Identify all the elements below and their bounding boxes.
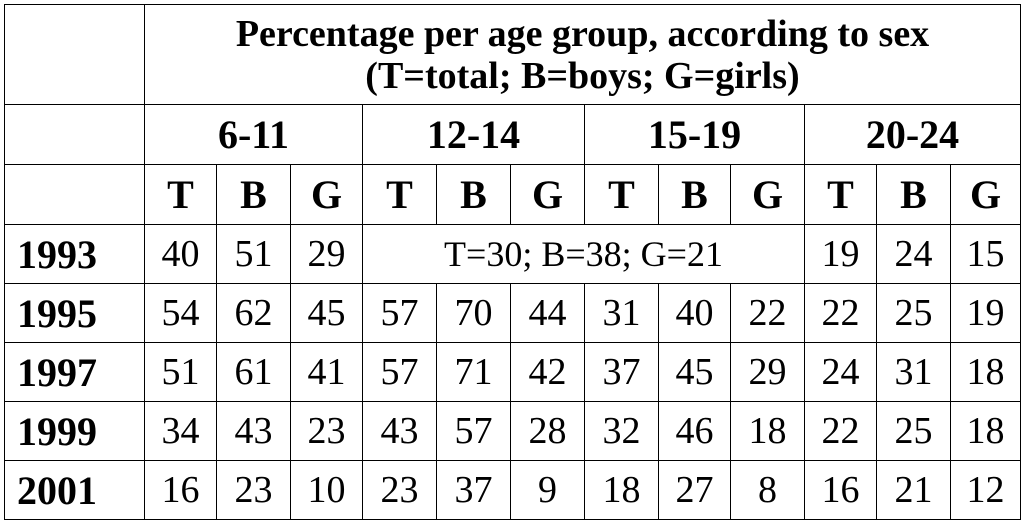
value-cell: 18 <box>950 401 1021 461</box>
value-cell: 23 <box>290 401 363 461</box>
value-cell: 29 <box>290 224 363 284</box>
value-cell: 62 <box>216 283 291 343</box>
value-cell: 44 <box>510 283 585 343</box>
subheader-t: T <box>804 164 877 225</box>
value-cell: 24 <box>804 342 877 402</box>
title-line-1: Percentage per age group, according to s… <box>235 12 930 55</box>
value-cell: 31 <box>584 283 659 343</box>
table-row: 2001 16 23 10 23 37 9 18 27 8 16 21 12 <box>4 460 1021 520</box>
subheader-g: G <box>510 164 585 225</box>
value-cell: 61 <box>216 342 291 402</box>
value-cell: 54 <box>144 283 217 343</box>
value-cell: 46 <box>658 401 731 461</box>
value-cell: 40 <box>144 224 217 284</box>
value-cell: 25 <box>876 401 951 461</box>
value-cell: 28 <box>510 401 585 461</box>
subheader-b: B <box>658 164 731 225</box>
sex-subheader-row: T B G T B G T B G T B G <box>4 164 1021 225</box>
value-cell: 27 <box>658 460 731 520</box>
value-cell: 8 <box>730 460 805 520</box>
corner-cell <box>4 104 145 165</box>
value-cell: 31 <box>876 342 951 402</box>
table-row: 1995 54 62 45 57 70 44 31 40 22 22 25 19 <box>4 283 1021 343</box>
value-cell: 15 <box>950 224 1021 284</box>
value-cell: 41 <box>290 342 363 402</box>
value-cell: 42 <box>510 342 585 402</box>
year-cell: 2001 <box>4 460 145 520</box>
value-cell: 10 <box>290 460 363 520</box>
value-cell: 37 <box>584 342 659 402</box>
table-row: 1993 40 51 29 T=30; B=38; G=21 19 24 15 <box>4 224 1021 284</box>
value-cell: 70 <box>436 283 511 343</box>
value-cell: 22 <box>804 283 877 343</box>
subheader-g: G <box>290 164 363 225</box>
subheader-b: B <box>216 164 291 225</box>
value-cell: 57 <box>362 283 437 343</box>
value-cell: 19 <box>804 224 877 284</box>
merged-value-cell: T=30; B=38; G=21 <box>362 224 805 284</box>
group-header-6-11: 6-11 <box>144 104 363 165</box>
corner-cell <box>4 4 145 105</box>
corner-cell <box>4 164 145 225</box>
value-cell: 51 <box>216 224 291 284</box>
subheader-g: G <box>730 164 805 225</box>
table-row: 1997 51 61 41 57 71 42 37 45 29 24 31 18 <box>4 342 1021 402</box>
value-cell: 43 <box>362 401 437 461</box>
subheader-t: T <box>584 164 659 225</box>
year-cell: 1999 <box>4 401 145 461</box>
value-cell: 45 <box>658 342 731 402</box>
year-cell: 1995 <box>4 283 145 343</box>
subheader-t: T <box>362 164 437 225</box>
subheader-b: B <box>876 164 951 225</box>
value-cell: 22 <box>804 401 877 461</box>
value-cell: 40 <box>658 283 731 343</box>
value-cell: 18 <box>950 342 1021 402</box>
year-cell: 1993 <box>4 224 145 284</box>
value-cell: 21 <box>876 460 951 520</box>
age-group-table: Percentage per age group, according to s… <box>4 4 1021 520</box>
value-cell: 18 <box>730 401 805 461</box>
value-cell: 23 <box>216 460 291 520</box>
value-cell: 51 <box>144 342 217 402</box>
value-cell: 24 <box>876 224 951 284</box>
value-cell: 23 <box>362 460 437 520</box>
value-cell: 16 <box>804 460 877 520</box>
table-row: 1999 34 43 23 43 57 28 32 46 18 22 25 18 <box>4 401 1021 461</box>
value-cell: 32 <box>584 401 659 461</box>
value-cell: 22 <box>730 283 805 343</box>
group-header-20-24: 20-24 <box>804 104 1021 165</box>
value-cell: 71 <box>436 342 511 402</box>
value-cell: 12 <box>950 460 1021 520</box>
title-row: Percentage per age group, according to s… <box>4 4 1021 105</box>
value-cell: 57 <box>362 342 437 402</box>
value-cell: 18 <box>584 460 659 520</box>
title-line-2: (T=total; B=boys; G=girls) <box>365 54 800 97</box>
group-header-12-14: 12-14 <box>362 104 585 165</box>
year-cell: 1997 <box>4 342 145 402</box>
value-cell: 29 <box>730 342 805 402</box>
age-group-row: 6-11 12-14 15-19 20-24 <box>4 104 1021 165</box>
value-cell: 45 <box>290 283 363 343</box>
value-cell: 16 <box>144 460 217 520</box>
value-cell: 43 <box>216 401 291 461</box>
value-cell: 25 <box>876 283 951 343</box>
value-cell: 9 <box>510 460 585 520</box>
value-cell: 37 <box>436 460 511 520</box>
value-cell: 34 <box>144 401 217 461</box>
value-cell: 19 <box>950 283 1021 343</box>
table-title: Percentage per age group, according to s… <box>144 4 1021 105</box>
value-cell: 57 <box>436 401 511 461</box>
subheader-b: B <box>436 164 511 225</box>
group-header-15-19: 15-19 <box>584 104 805 165</box>
subheader-t: T <box>144 164 217 225</box>
subheader-g: G <box>950 164 1021 225</box>
